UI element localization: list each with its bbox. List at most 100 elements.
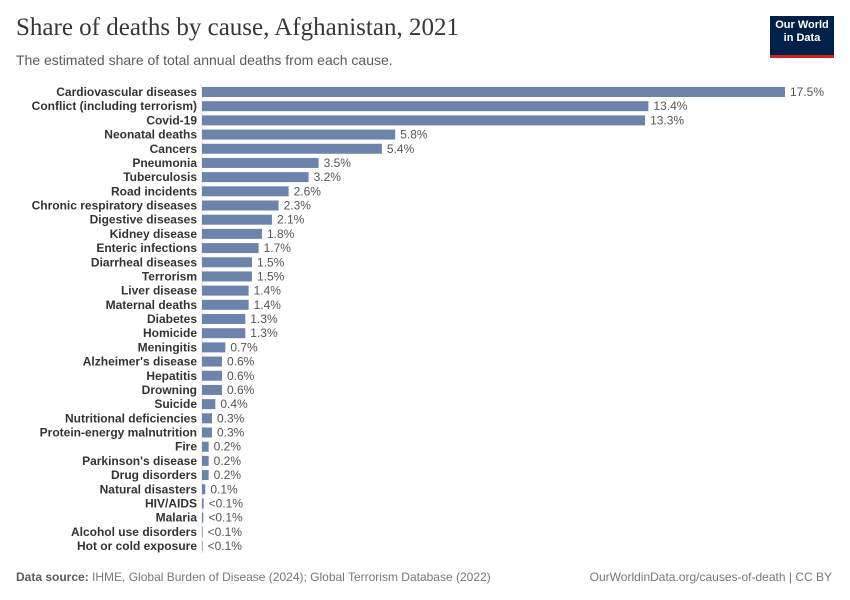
bar[interactable] — [202, 498, 204, 509]
bar[interactable] — [202, 342, 226, 353]
value-label: 2.3% — [284, 199, 312, 213]
category-label: Diarrheal diseases — [91, 255, 197, 269]
value-label: 1.7% — [264, 241, 292, 255]
logo-line2: in Data — [783, 32, 821, 44]
category-label: HIV/AIDS — [145, 496, 197, 510]
bar[interactable] — [202, 200, 279, 211]
category-label: Diabetes — [147, 312, 197, 326]
category-label: Nutritional deficiencies — [65, 411, 197, 425]
category-label: Hot or cold exposure — [77, 539, 197, 553]
category-label: Cancers — [150, 142, 198, 156]
value-label: 3.5% — [324, 156, 352, 170]
bar[interactable] — [202, 413, 212, 424]
value-label: 0.6% — [227, 383, 255, 397]
category-label: Enteric infections — [96, 241, 197, 255]
bar[interactable] — [202, 285, 249, 296]
value-label: 13.4% — [653, 99, 687, 113]
bar[interactable] — [202, 526, 203, 537]
bar[interactable] — [202, 172, 309, 183]
category-label: Liver disease — [121, 284, 197, 298]
data-source: Data source: IHME, Global Burden of Dise… — [16, 570, 491, 584]
value-label: 0.3% — [217, 411, 245, 425]
category-label: Maternal deaths — [106, 298, 198, 312]
bar[interactable] — [202, 541, 203, 551]
value-label: 1.5% — [257, 269, 285, 283]
owid-logo[interactable]: Our World in Data — [770, 16, 834, 58]
value-label: <0.1% — [208, 511, 243, 525]
bar[interactable] — [202, 512, 204, 523]
value-label: <0.1% — [208, 525, 243, 539]
bar[interactable] — [202, 115, 646, 126]
category-label: Fire — [175, 440, 197, 454]
value-label: 0.1% — [210, 482, 238, 496]
value-label: 0.6% — [227, 369, 255, 383]
bar[interactable] — [202, 186, 289, 197]
bar[interactable] — [202, 314, 246, 324]
value-label: 2.1% — [277, 213, 305, 227]
bar[interactable] — [202, 370, 222, 381]
category-label: Meningitis — [138, 340, 198, 354]
bar[interactable] — [202, 271, 252, 282]
bar[interactable] — [202, 399, 216, 410]
value-label: 5.8% — [400, 128, 428, 142]
source-text[interactable]: IHME, Global Burden of Disease (2024); G… — [92, 570, 491, 584]
source-label: Data source: — [16, 570, 89, 584]
bar[interactable] — [202, 328, 246, 339]
category-label: Natural disasters — [100, 482, 198, 496]
value-label: 0.2% — [214, 440, 242, 454]
bar[interactable] — [202, 87, 785, 97]
bar[interactable] — [202, 157, 319, 168]
category-label: Pneumonia — [132, 156, 197, 170]
value-label: <0.1% — [209, 496, 244, 510]
value-label: 17.5% — [790, 85, 824, 99]
bar[interactable] — [202, 101, 649, 112]
category-label: Chronic respiratory diseases — [32, 199, 198, 213]
value-label: 1.5% — [257, 255, 285, 269]
category-label: Terrorism — [142, 269, 197, 283]
category-label: Neonatal deaths — [104, 128, 197, 142]
chart-subtitle: The estimated share of total annual deat… — [16, 52, 393, 68]
bar[interactable] — [202, 129, 396, 140]
category-label: Conflict (including terrorism) — [32, 99, 197, 113]
value-label: 0.4% — [220, 397, 248, 411]
category-label: Cardiovascular diseases — [56, 85, 197, 99]
bar[interactable] — [202, 228, 262, 239]
category-label: Road incidents — [111, 184, 197, 198]
value-label: 0.2% — [214, 468, 242, 482]
value-label: 1.4% — [254, 298, 282, 312]
bar[interactable] — [202, 441, 209, 452]
bar[interactable] — [202, 455, 209, 466]
bar[interactable] — [202, 243, 259, 254]
value-label: 1.3% — [250, 326, 278, 340]
category-label: Suicide — [154, 397, 197, 411]
value-label: 1.4% — [254, 284, 282, 298]
bar[interactable] — [202, 214, 272, 225]
category-label: Tuberculosis — [123, 170, 197, 184]
bar[interactable] — [202, 143, 382, 154]
logo-line1: Our World — [775, 19, 829, 31]
bar[interactable] — [202, 356, 222, 367]
value-label: 0.6% — [227, 355, 255, 369]
category-label: Alcohol use disorders — [71, 525, 197, 539]
bar[interactable] — [202, 470, 209, 481]
category-label: Drowning — [142, 383, 197, 397]
value-label: <0.1% — [208, 539, 243, 553]
value-label: 3.2% — [314, 170, 342, 184]
value-label: 0.7% — [230, 340, 258, 354]
category-label: Parkinson's disease — [82, 454, 197, 468]
bar[interactable] — [202, 427, 212, 438]
category-label: Alzheimer's disease — [83, 355, 198, 369]
bar[interactable] — [202, 484, 206, 495]
chart-title: Share of deaths by cause, Afghanistan, 2… — [16, 14, 459, 41]
bar[interactable] — [202, 384, 222, 395]
category-label: Hepatitis — [146, 369, 197, 383]
category-label: Protein-energy malnutrition — [40, 426, 197, 440]
bar[interactable] — [202, 257, 252, 268]
category-label: Kidney disease — [110, 227, 198, 241]
bar[interactable] — [202, 299, 249, 310]
value-label: 0.2% — [214, 454, 242, 468]
source-url[interactable]: OurWorldinData.org/causes-of-death | CC … — [589, 570, 832, 584]
category-label: Homicide — [143, 326, 197, 340]
